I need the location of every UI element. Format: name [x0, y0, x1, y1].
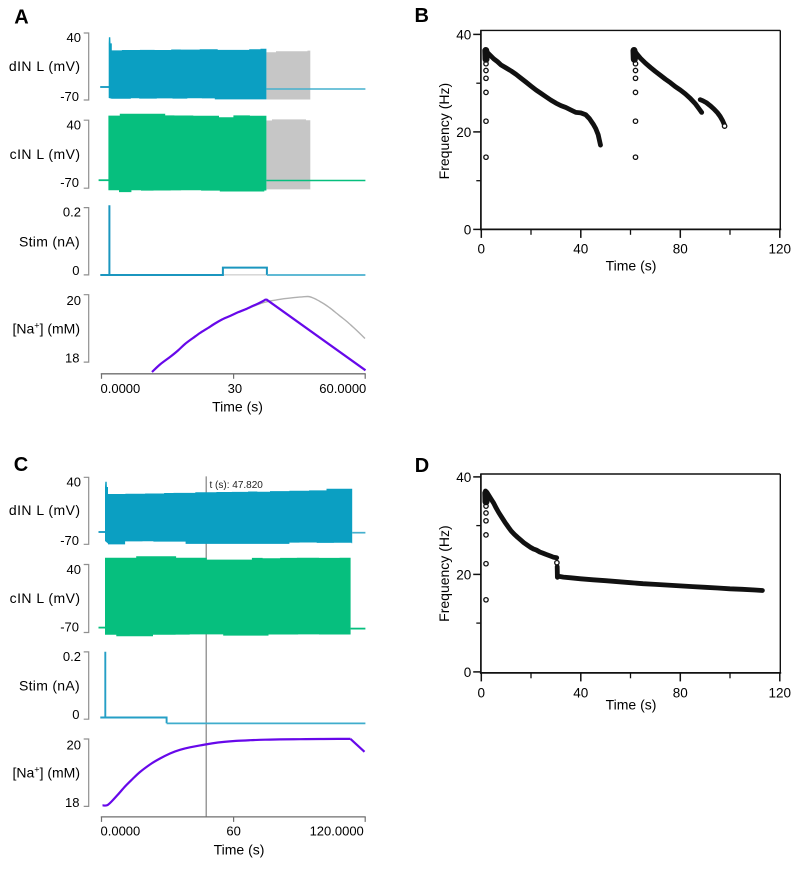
svg-text:40: 40	[573, 241, 588, 256]
svg-text:0: 0	[464, 665, 472, 680]
svg-text:0.0000: 0.0000	[101, 824, 141, 839]
svg-text:B: B	[415, 5, 429, 27]
svg-text:dIN L (mV): dIN L (mV)	[9, 58, 81, 74]
svg-text:cIN L (mV): cIN L (mV)	[10, 146, 81, 162]
svg-text:-70: -70	[60, 89, 79, 104]
svg-text:20: 20	[67, 293, 81, 308]
svg-text:0: 0	[478, 241, 486, 256]
svg-text:120: 120	[769, 241, 792, 256]
svg-text:18: 18	[65, 351, 79, 366]
svg-text:dIN L (mV): dIN L (mV)	[9, 502, 81, 518]
svg-text:40: 40	[67, 30, 81, 45]
svg-text:C: C	[14, 454, 28, 476]
svg-text:0.2: 0.2	[63, 649, 81, 664]
svg-text:0: 0	[464, 223, 472, 238]
svg-text:60.0000: 60.0000	[319, 381, 366, 396]
svg-text:20: 20	[456, 568, 471, 583]
svg-text:120.0000: 120.0000	[310, 824, 364, 839]
svg-text:40: 40	[67, 118, 81, 133]
svg-text:Frequency (Hz): Frequency (Hz)	[436, 83, 452, 179]
svg-text:40: 40	[67, 562, 81, 577]
svg-text:40: 40	[573, 686, 588, 701]
svg-text:Time (s): Time (s)	[606, 696, 657, 712]
svg-text:60: 60	[226, 824, 240, 839]
svg-text:80: 80	[673, 686, 688, 701]
svg-text:[Na+] (mM): [Na+] (mM)	[13, 765, 81, 781]
svg-text:40: 40	[456, 28, 471, 43]
svg-text:0: 0	[72, 707, 79, 722]
svg-text:D: D	[415, 455, 429, 477]
svg-text:0.0000: 0.0000	[101, 381, 141, 396]
svg-text:-70: -70	[60, 619, 79, 634]
svg-text:80: 80	[673, 241, 688, 256]
svg-text:Time (s): Time (s)	[214, 842, 265, 858]
svg-text:30: 30	[228, 381, 242, 396]
svg-text:120: 120	[769, 686, 792, 701]
svg-text:[Na+] (mM): [Na+] (mM)	[13, 321, 81, 337]
svg-text:Stim (nA): Stim (nA)	[19, 234, 80, 250]
svg-text:0.2: 0.2	[63, 205, 81, 220]
svg-text:20: 20	[67, 737, 81, 752]
svg-text:18: 18	[65, 795, 79, 810]
svg-text:-70: -70	[60, 533, 79, 548]
svg-text:40: 40	[456, 470, 471, 485]
svg-text:Frequency (Hz): Frequency (Hz)	[436, 525, 452, 621]
svg-text:Stim (nA): Stim (nA)	[19, 678, 80, 694]
svg-text:Time (s): Time (s)	[606, 257, 657, 273]
svg-text:40: 40	[67, 474, 81, 489]
svg-text:-70: -70	[60, 175, 79, 190]
svg-text:cIN L (mV): cIN L (mV)	[10, 590, 81, 606]
svg-text:0: 0	[72, 263, 79, 278]
svg-text:Time (s): Time (s)	[212, 399, 263, 415]
svg-text:20: 20	[456, 125, 471, 140]
svg-text:0: 0	[478, 686, 486, 701]
svg-text:A: A	[14, 6, 28, 28]
svg-text:t (s): 47.820: t (s): 47.820	[210, 480, 264, 491]
